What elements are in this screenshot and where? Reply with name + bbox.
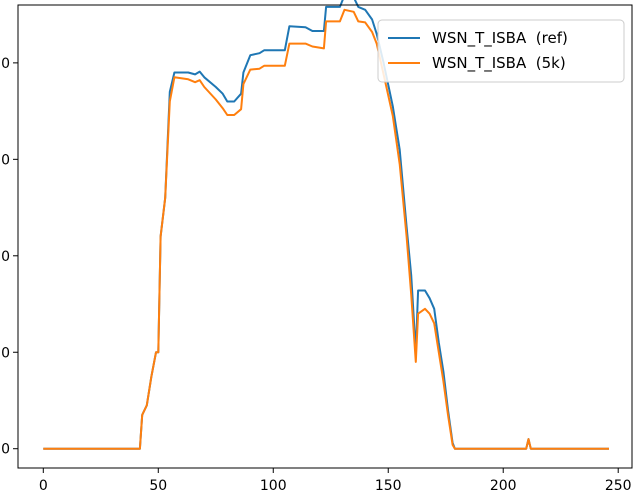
legend-box (377, 19, 625, 83)
plot-lines (43, 0, 609, 450)
series-line-1 (43, 0, 609, 450)
axes-frame (17, 4, 633, 469)
x-tick-label: 150 (375, 478, 402, 494)
series-line-2 (43, 8, 609, 450)
y-tick-label: 0 (1, 249, 10, 265)
x-tick-label: 250 (605, 478, 632, 494)
y-tick-label: 0 (1, 345, 10, 361)
x-tick-label: 50 (149, 478, 167, 494)
x-tick-label: 0 (39, 478, 48, 494)
legend-label-2: WSN_T_ISBA (5k) (432, 54, 566, 73)
y-tick-label: 0 (1, 442, 10, 458)
y-tick-label: 0 (1, 56, 10, 72)
y-tick-label: 0 (1, 152, 10, 168)
x-tick-label: 100 (260, 478, 287, 494)
x-tick-label: 200 (490, 478, 517, 494)
x-axis-ticks: 0 50 100 150 200 250 (39, 468, 632, 494)
legend: WSN_T_ISBA (ref) WSN_T_ISBA (5k) (377, 19, 625, 83)
legend-label-1: WSN_T_ISBA (ref) (432, 29, 568, 48)
y-axis-ticks: 0 0 0 0 0 (1, 56, 18, 458)
